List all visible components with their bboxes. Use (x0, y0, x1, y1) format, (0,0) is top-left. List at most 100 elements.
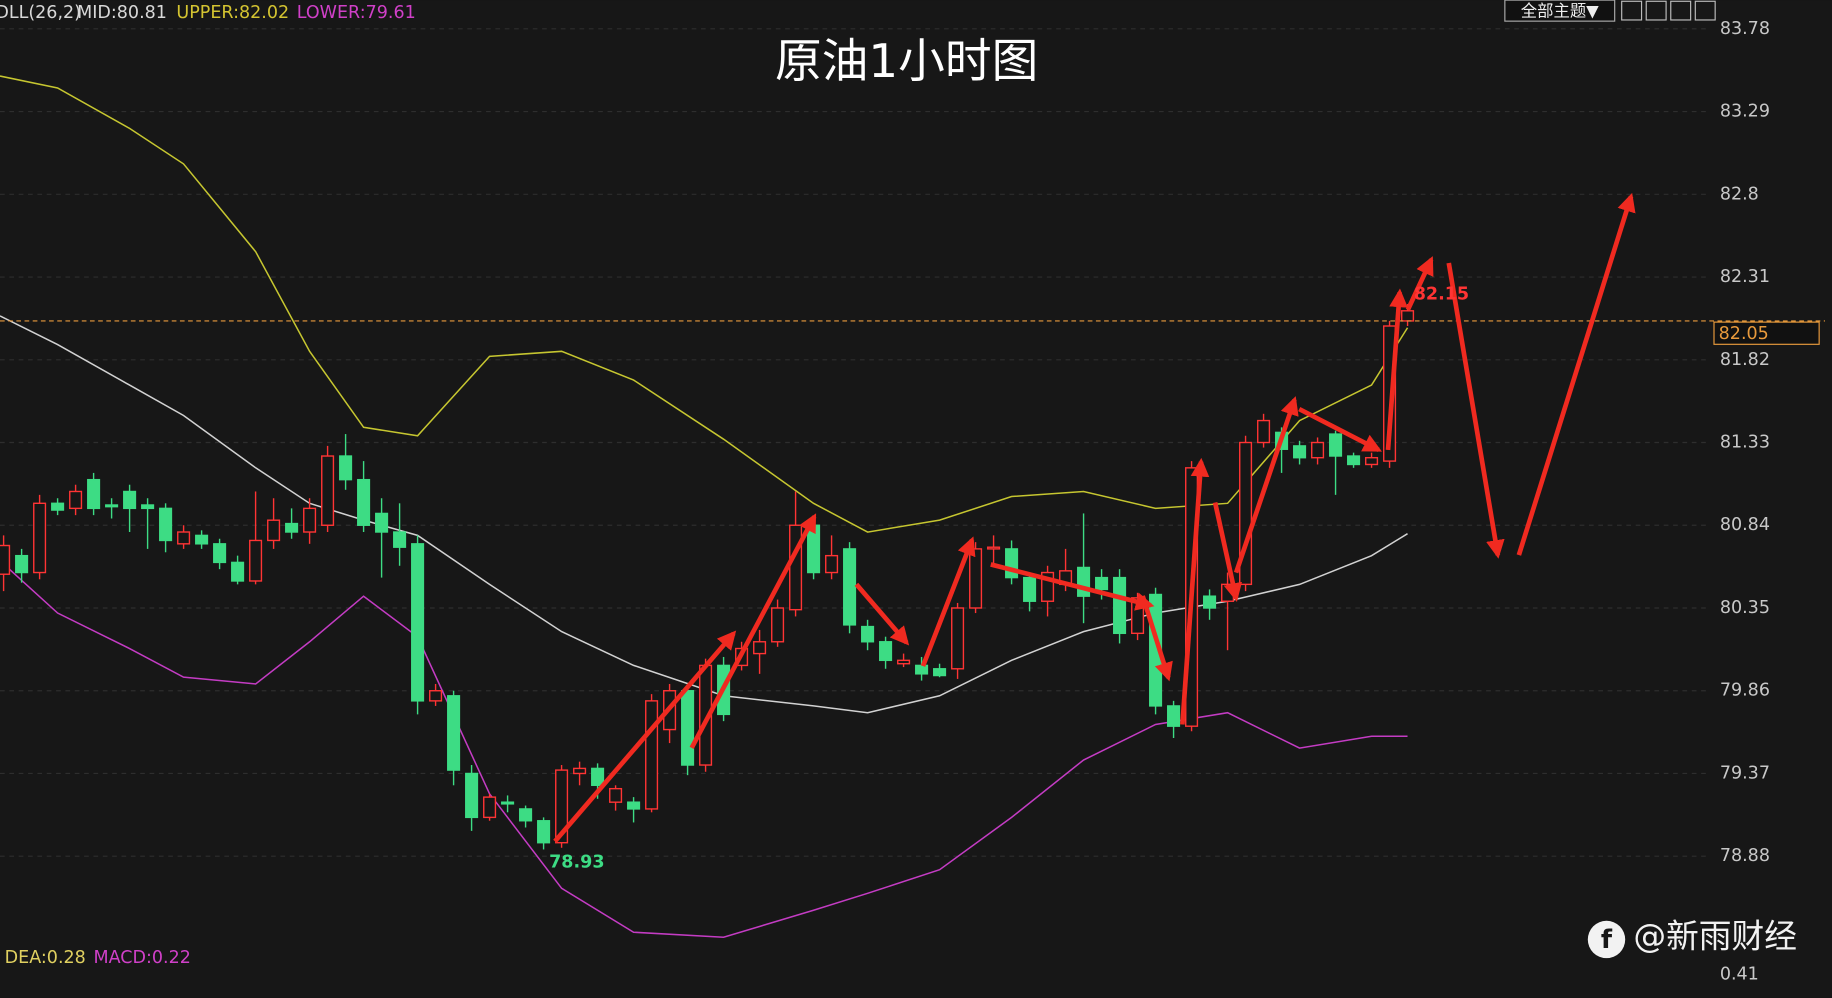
y-tick-label: 80.84 (1720, 515, 1770, 535)
candle-body (1365, 457, 1379, 466)
candle-body (1203, 595, 1217, 609)
candle-body (1383, 325, 1397, 462)
candle-body (1293, 445, 1307, 459)
candle-body (933, 668, 947, 677)
y-tick-label: 80.35 (1720, 598, 1770, 618)
candle-body (987, 546, 1001, 550)
candle-body (69, 490, 83, 510)
watermark-text: @新雨财经 (1633, 917, 1797, 955)
arrow (689, 513, 817, 749)
candle-body (447, 695, 461, 771)
arrow (1180, 457, 1210, 725)
toolbar: 全部主题▼ (1504, 0, 1716, 22)
watermark-logo (1587, 920, 1626, 959)
macd-label: MACD:0.22 (93, 948, 190, 968)
candle-body (0, 544, 11, 575)
candle-body (339, 455, 353, 481)
toolbar-icon[interactable] (1621, 0, 1643, 21)
candle-body (609, 787, 623, 803)
candle-body (177, 531, 191, 545)
candle-body (51, 502, 65, 511)
candle-body (465, 772, 479, 819)
arrow (1212, 502, 1243, 602)
candle-body (753, 641, 767, 655)
candle-body (1167, 705, 1181, 727)
candle-body (825, 554, 839, 574)
candle-body (555, 769, 569, 844)
candle-body (771, 607, 785, 643)
candle-body (1401, 310, 1415, 322)
candle-body (159, 507, 173, 542)
watermark-logo-letter: f (1601, 925, 1613, 955)
trend-arrows (553, 192, 1636, 843)
macd-tick-label: 0.41 (1720, 965, 1759, 985)
y-tick-label: 82.31 (1720, 267, 1770, 287)
candle-body (1113, 576, 1127, 635)
arrow (1405, 256, 1434, 311)
arrow (1233, 396, 1299, 574)
candle-body (1041, 571, 1055, 602)
candle-body (1257, 419, 1271, 444)
candle-body (951, 607, 965, 670)
candle-body (33, 502, 47, 574)
candle-body (861, 625, 875, 643)
candle-body (249, 539, 263, 582)
candle-body (915, 664, 929, 675)
y-tick-label: 81.33 (1720, 433, 1770, 453)
toolbar-icon[interactable] (1645, 0, 1667, 21)
candle-body (141, 504, 155, 510)
y-tick-label: 81.82 (1720, 350, 1770, 370)
candle-body (87, 478, 101, 510)
candle-body (969, 548, 983, 609)
candle-body (393, 531, 407, 548)
arrow (1140, 595, 1173, 682)
candle-body (1329, 433, 1343, 457)
indicator-label: MID:80.81 (77, 3, 167, 23)
candle-body (501, 801, 515, 805)
chart-title: 原油1小时图 (775, 35, 1038, 89)
arrow (1516, 192, 1636, 556)
theme-button-label: 全部主题▼ (1521, 1, 1599, 20)
macd-label: DEA:0.28 (5, 948, 86, 968)
arrow (1385, 288, 1408, 451)
arrow (854, 582, 910, 646)
candle-body (1347, 455, 1361, 466)
y-tick-label: 82.8 (1720, 184, 1759, 204)
candle-body (573, 767, 587, 775)
y-tick-label: 79.37 (1720, 763, 1770, 783)
candle-body (1095, 576, 1109, 591)
candle-body (267, 519, 281, 542)
candle-body (285, 522, 299, 533)
candle-body (519, 808, 533, 822)
y-tick-label: 83.29 (1720, 102, 1770, 122)
y-tick-label: 78.88 (1720, 846, 1770, 866)
last-price-label: 82.05 (1719, 324, 1769, 344)
arrow (920, 536, 976, 667)
toolbar-icon[interactable] (1694, 0, 1716, 21)
candle-body (123, 490, 137, 510)
candle-body (411, 543, 425, 702)
candle-body (537, 820, 551, 844)
candle-body (897, 659, 911, 665)
y-tick-label: 83.78 (1720, 19, 1770, 39)
candle-body (105, 504, 119, 508)
candle-body (1239, 441, 1253, 586)
candle-body (1023, 576, 1037, 602)
high-annotation: 82.15 (1414, 285, 1469, 305)
theme-button[interactable] (1504, 0, 1616, 22)
candle-body (15, 554, 29, 574)
indicator-label: LOWER:79.61 (297, 3, 416, 23)
candle-body (1005, 548, 1019, 579)
toolbar-icon[interactable] (1670, 0, 1692, 21)
arrow (990, 562, 1155, 611)
candle-body (429, 690, 443, 702)
candle-body (195, 534, 209, 545)
watermark: f @新雨财经 (1587, 917, 1797, 959)
candle-body (789, 524, 803, 611)
candle-body (231, 561, 245, 582)
candle-body (303, 507, 317, 533)
candle-body (843, 548, 857, 626)
candle-body (375, 512, 389, 533)
candle-body (1311, 441, 1325, 459)
